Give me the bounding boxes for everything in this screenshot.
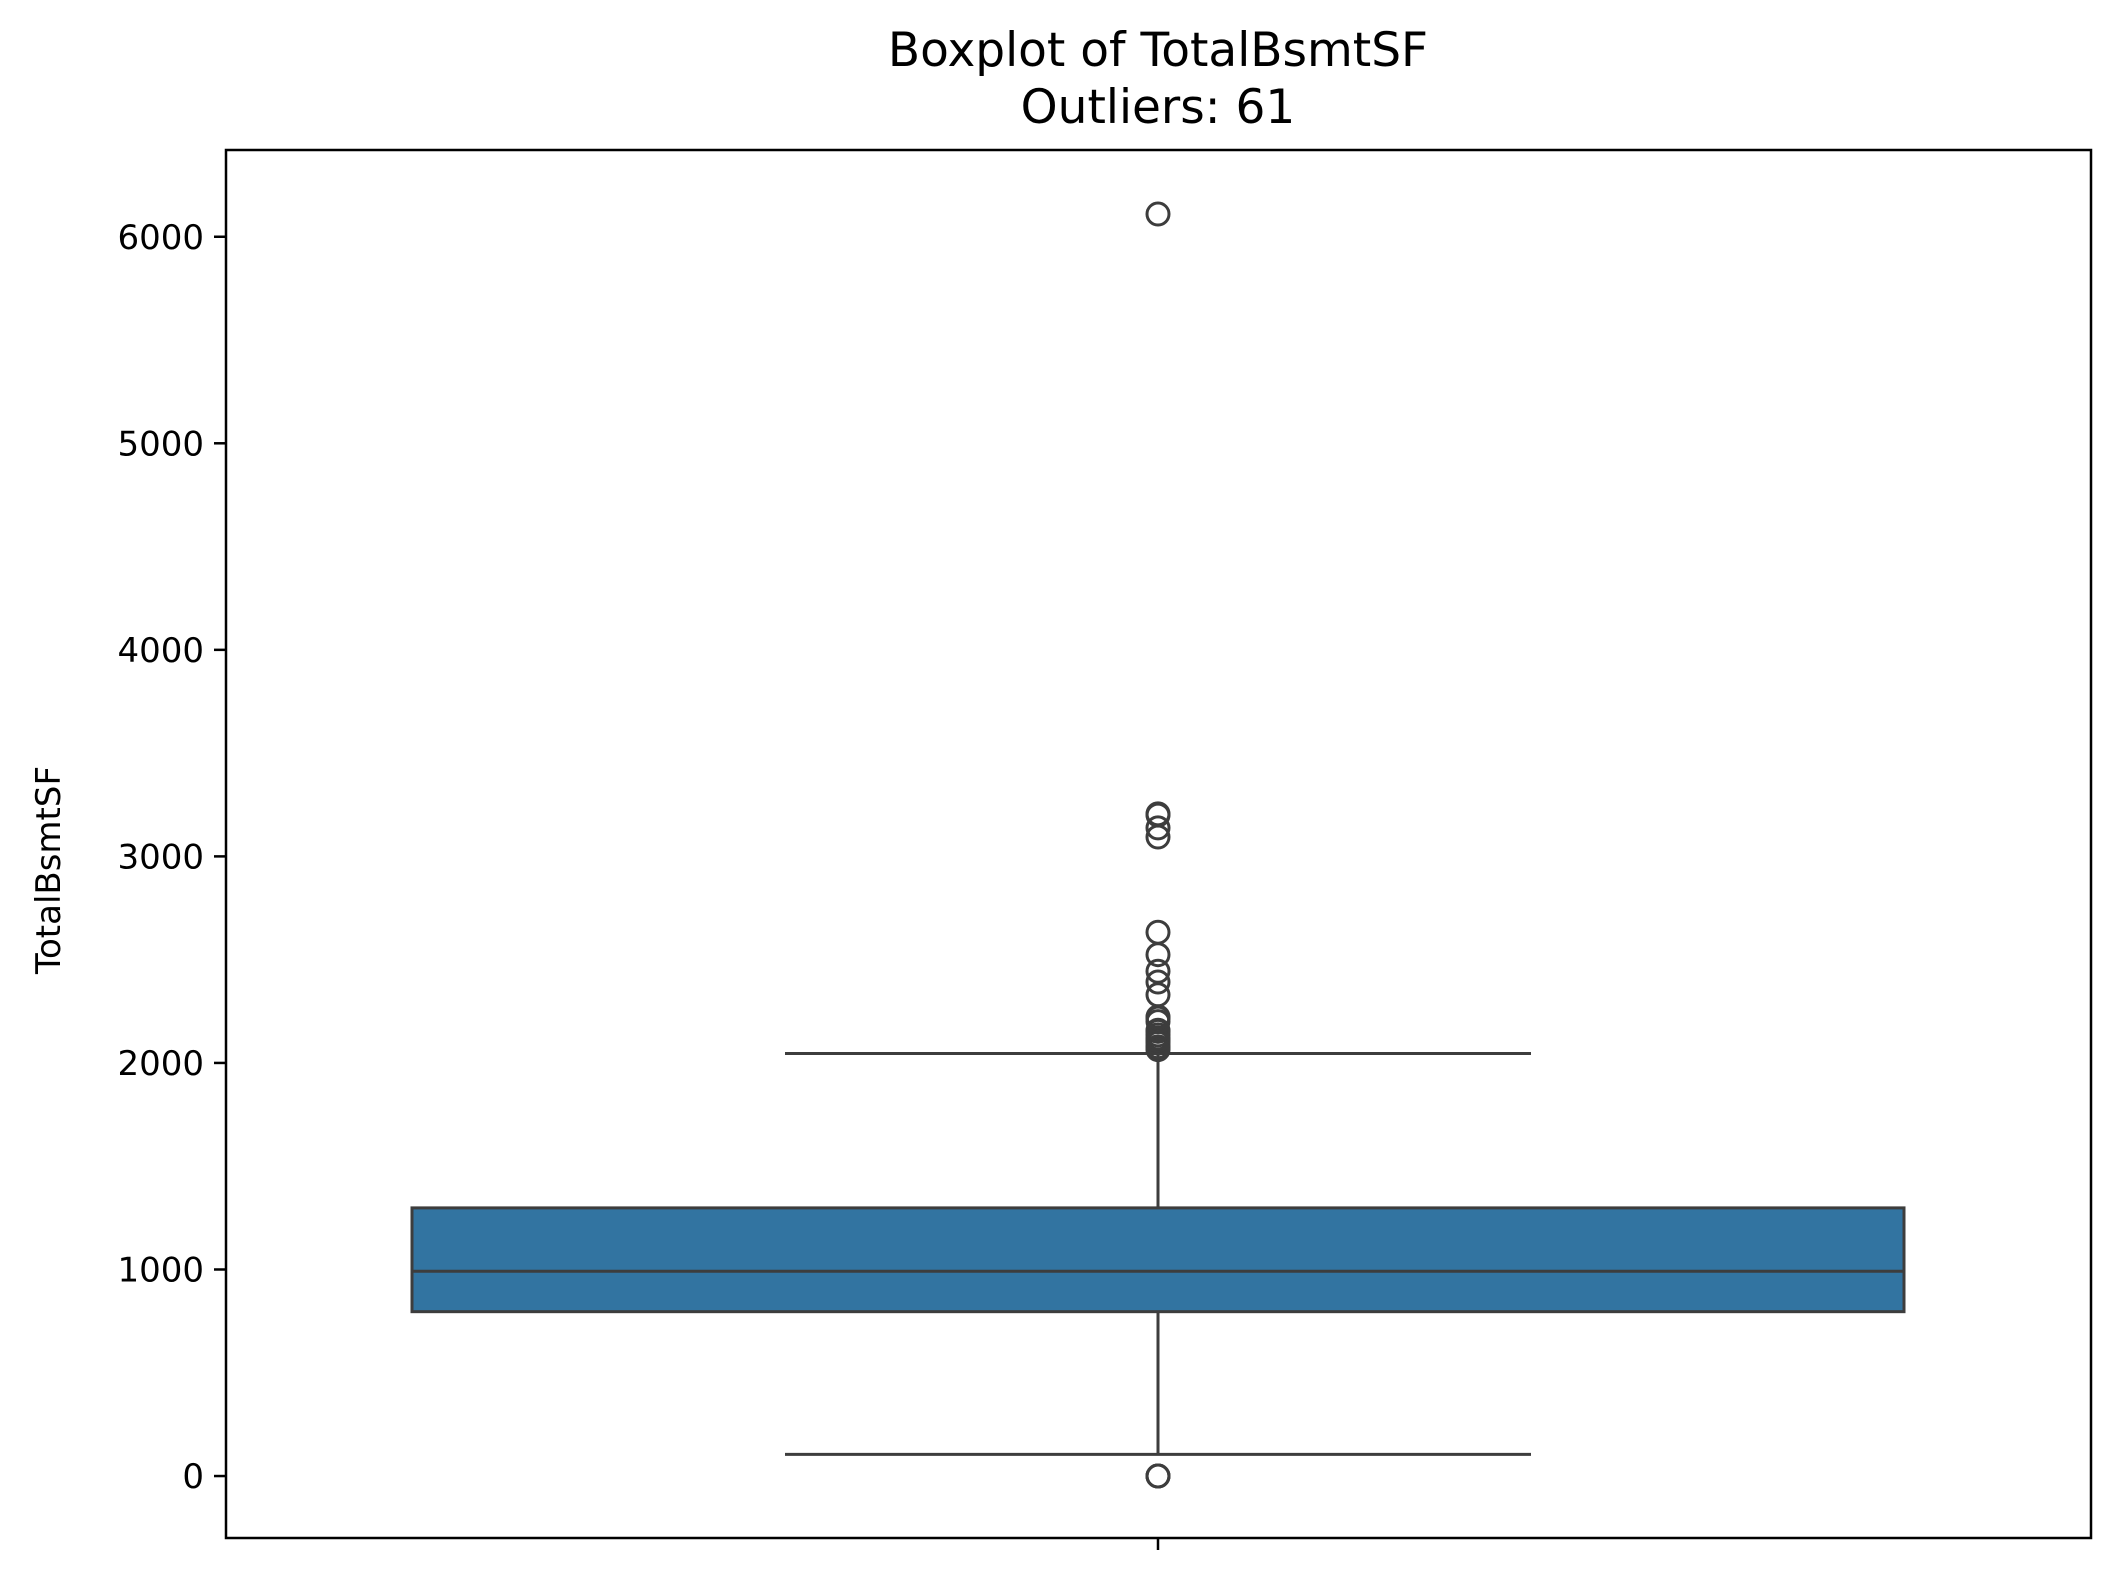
iqr-box	[410, 1206, 1906, 1314]
outlier-point	[1145, 801, 1171, 827]
y-tick-label: 1000	[117, 1250, 204, 1290]
chart-title: Boxplot of TotalBsmtSF	[888, 23, 1428, 78]
y-axis-ticks: 0 1000 2000 3000 4000 5000 6000	[117, 218, 226, 1497]
box-plot	[410, 1051, 1906, 1456]
outlier-point	[1145, 982, 1171, 1008]
plot-area-frame	[224, 148, 2093, 1540]
chart-subtitle: Outliers: 61	[1021, 80, 1296, 135]
y-axis-label: TotalBsmtSF	[29, 766, 69, 975]
outlier-point	[1145, 1017, 1171, 1043]
y-tick-label: 2000	[117, 1044, 204, 1084]
outlier-point	[1145, 919, 1171, 945]
outlier-point	[1145, 969, 1171, 995]
outlier-point	[1145, 1463, 1171, 1489]
y-tick-label: 3000	[117, 837, 204, 877]
outlier-point	[1145, 958, 1171, 984]
outlier-point	[1145, 201, 1171, 227]
y-tick-label: 0	[182, 1457, 204, 1497]
y-tick-label: 6000	[117, 218, 204, 258]
outlier-points	[1145, 201, 1171, 1489]
outlier-point	[1145, 815, 1171, 841]
y-tick-label: 4000	[117, 631, 204, 671]
outlier-point	[1145, 942, 1171, 968]
y-tick-label: 5000	[117, 424, 204, 464]
